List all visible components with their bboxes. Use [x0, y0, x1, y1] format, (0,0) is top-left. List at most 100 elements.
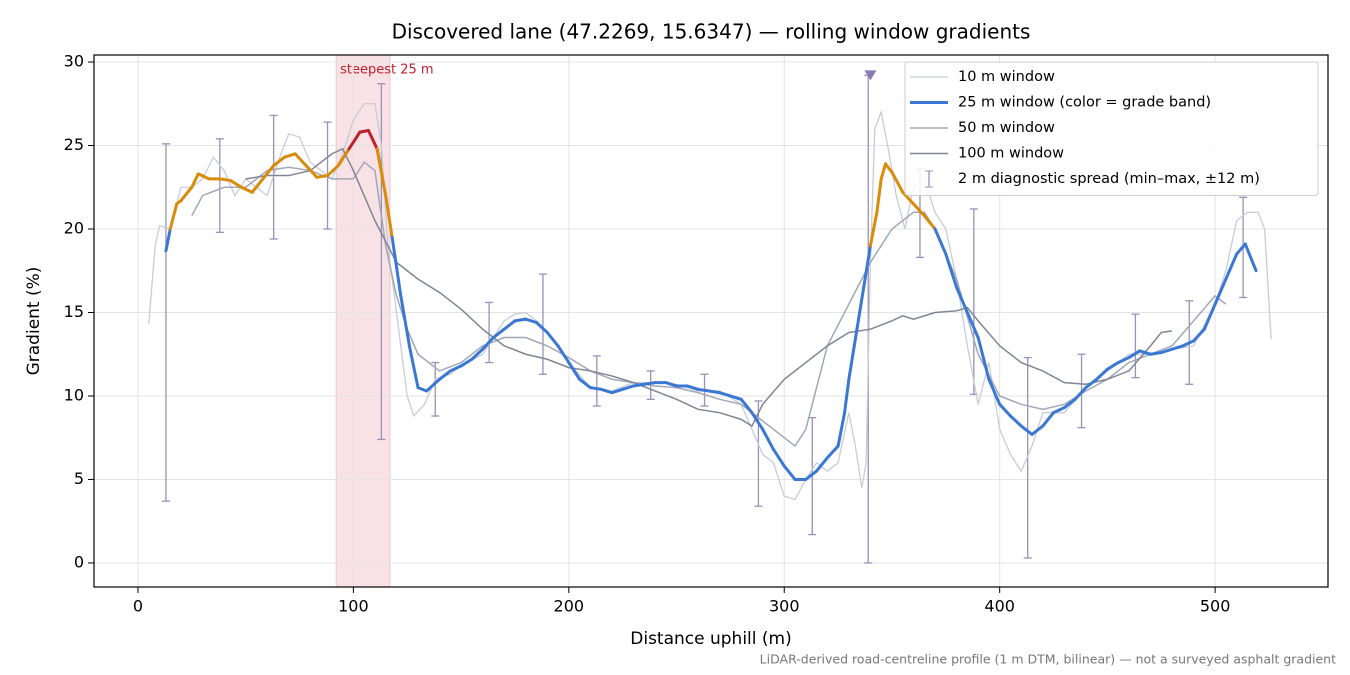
line-segment: [933, 227, 948, 256]
line-segment: [804, 469, 819, 481]
line-segment: [491, 327, 506, 340]
line-segment: [375, 147, 388, 198]
line-segment: [190, 172, 200, 189]
line-segment: [761, 427, 775, 451]
y-tick-label: 5: [74, 469, 84, 488]
line-segment: [976, 336, 991, 381]
line-segment: [707, 389, 722, 395]
line-segment: [513, 317, 528, 323]
line-segment: [282, 152, 297, 159]
legend-label: 50 m window: [958, 120, 1055, 136]
legend-box: [904, 61, 1319, 196]
line-segment: [196, 172, 211, 181]
line-segment: [272, 155, 286, 168]
line-segment: [1213, 277, 1228, 306]
x-tick-label: 100: [338, 597, 369, 616]
line-segment: [685, 384, 700, 391]
line-segment: [502, 319, 517, 331]
line-segment: [556, 344, 571, 365]
line-segment: [922, 214, 937, 231]
line-segment: [470, 347, 485, 361]
line-segment: [987, 377, 1002, 406]
line-segment: [407, 344, 420, 390]
line-segment: [631, 382, 646, 388]
line-segment: [642, 381, 657, 386]
line-segment: [1192, 327, 1206, 343]
line-segment: [1084, 377, 1099, 390]
line-segment: [836, 411, 847, 448]
y-tick-label: 30: [64, 52, 84, 71]
line-segment: [858, 244, 872, 314]
line-segment: [847, 310, 862, 381]
line-segment: [534, 321, 549, 335]
chart-title: Discovered lane (47.2269, 15.6347) — rol…: [392, 20, 1031, 44]
line-segment: [366, 128, 379, 151]
line: [191, 161, 1227, 448]
line-segment: [739, 397, 754, 415]
line-segment: [384, 194, 394, 239]
line-segment: [610, 387, 625, 395]
line-segment: [168, 202, 179, 231]
line-segment: [718, 391, 732, 398]
y-tick-label: 10: [64, 385, 84, 404]
legend-label: 10 m window: [958, 69, 1055, 85]
line-segment: [599, 387, 614, 395]
line-segment: [912, 202, 926, 218]
line-segment: [1030, 424, 1045, 436]
line-segment: [293, 152, 308, 168]
y-axis-label: Gradient (%): [24, 267, 44, 376]
plot: [148, 70, 1272, 564]
line-segment: [425, 377, 442, 393]
line-segment: [1202, 302, 1217, 331]
x-tick-label: 500: [1200, 597, 1231, 616]
line-segment: [336, 147, 351, 168]
line-segment: [955, 285, 969, 314]
line-segment: [315, 174, 330, 179]
x-axis-label: Distance uphill (m): [630, 629, 791, 649]
line-segment: [1181, 339, 1196, 348]
y-tick-label: 0: [74, 552, 84, 571]
y-tick-label: 20: [64, 218, 84, 237]
line-segment: [1095, 367, 1109, 381]
line-segment: [588, 386, 603, 391]
line-segment: [1008, 414, 1023, 428]
line-segment: [782, 464, 797, 481]
line-segment: [1019, 424, 1034, 436]
line-segment: [459, 357, 474, 368]
y-tick-label: 25: [64, 135, 84, 154]
line-segment: [218, 177, 233, 183]
line-segment: [621, 384, 635, 391]
line-segment: [750, 411, 765, 431]
line-segment: [1148, 351, 1163, 356]
line-segment: [728, 394, 743, 401]
line-segment: [965, 310, 980, 340]
line-segment: [390, 235, 403, 298]
line-segment: [696, 387, 711, 393]
line-segment: [1127, 349, 1142, 360]
line-segment: [1224, 252, 1239, 281]
line-segment: [1159, 347, 1174, 355]
line-segment: [1052, 406, 1066, 415]
line-segment: [944, 252, 959, 289]
line: [148, 103, 1272, 501]
x-tick-label: 400: [984, 597, 1015, 616]
line-segment: [1073, 386, 1088, 401]
y-tick-label: 15: [64, 302, 84, 321]
line-segment: [890, 170, 905, 194]
line-segment: [901, 190, 916, 206]
line-segment: [1243, 242, 1258, 273]
line-segment: [1041, 411, 1056, 428]
line-segment: [825, 444, 840, 460]
line-segment: [1170, 344, 1185, 351]
line-segment: [164, 227, 172, 253]
line-segment: [399, 294, 411, 348]
line-segment: [250, 177, 265, 194]
plot-frame: [93, 54, 1329, 588]
line-segment: [578, 377, 592, 390]
line-segment: [843, 377, 851, 415]
line-segment: [524, 317, 538, 325]
legend-label: 25 m window (color = grade band): [958, 95, 1211, 111]
line-segment: [875, 177, 883, 214]
line-segment: [1116, 356, 1131, 365]
